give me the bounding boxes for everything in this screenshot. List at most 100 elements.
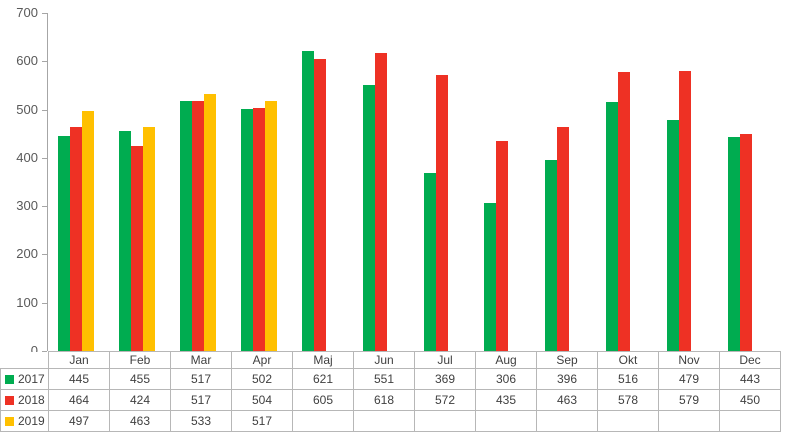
legend-year-label: 2019 (18, 414, 45, 428)
y-axis-label: 700 (16, 5, 38, 20)
month-header-jan: Jan (48, 351, 110, 369)
value-cell-2017-dec: 443 (719, 368, 781, 390)
value-cell-2017-apr: 502 (231, 368, 293, 390)
value-cell-2017-okt: 516 (597, 368, 659, 390)
y-axis-tick (42, 303, 47, 304)
bar-2018-apr (253, 108, 265, 351)
bar-2017-jun (363, 85, 375, 351)
y-axis-label: 200 (16, 246, 38, 261)
bar-2017-feb (119, 131, 131, 351)
month-header-maj: Maj (292, 351, 354, 369)
table-corner-cell (0, 351, 49, 369)
bar-2018-jan (70, 127, 82, 351)
value-cell-2019-okt (597, 410, 659, 432)
bar-2018-sep (557, 127, 569, 351)
table-row-2017: 2017 445 455 517 502 621 551 369 306 396 516 479 443 (0, 368, 781, 390)
month-header-mar: Mar (170, 351, 232, 369)
value-cell-2017-feb: 455 (109, 368, 171, 390)
value-cell-2017-maj: 621 (292, 368, 354, 390)
bar-2018-dec (740, 134, 752, 351)
bar-2017-dec (728, 137, 740, 351)
bar-2018-nov (679, 71, 691, 351)
bar-2017-jul (424, 173, 436, 351)
bar-2018-jun (375, 53, 387, 351)
month-header-apr: Apr (231, 351, 293, 369)
bar-2019-apr (265, 101, 277, 351)
bar-2019-jan (82, 111, 94, 351)
value-cell-2018-jun: 618 (353, 389, 415, 411)
month-header-jun: Jun (353, 351, 415, 369)
value-cell-2017-aug: 306 (475, 368, 537, 390)
y-axis-label: 100 (16, 295, 38, 310)
table-row-2018: 2018 464 424 517 504 605 618 572 435 463 578 579 450 (0, 389, 781, 411)
value-cell-2019-dec (719, 410, 781, 432)
value-cell-2017-sep: 396 (536, 368, 598, 390)
table-header-row: Jan Feb Mar Apr Maj Jun Jul Aug Sep Okt Nov Dec (0, 351, 781, 369)
bar-2019-mar (204, 94, 216, 351)
month-header-sep: Sep (536, 351, 598, 369)
value-cell-2018-maj: 605 (292, 389, 354, 411)
value-cell-2017-mar: 517 (170, 368, 232, 390)
bar-2018-jul (436, 75, 448, 351)
y-axis-label: 500 (16, 102, 38, 117)
y-axis-line (47, 13, 48, 351)
value-cell-2019-jan: 497 (48, 410, 110, 432)
y-axis-tick (42, 158, 47, 159)
value-cell-2019-sep (536, 410, 598, 432)
value-cell-2019-aug (475, 410, 537, 432)
y-axis-tick (42, 110, 47, 111)
bar-2017-apr (241, 109, 253, 351)
bar-2019-feb (143, 127, 155, 351)
y-axis-tick (42, 13, 47, 14)
y-axis-tick (42, 254, 47, 255)
month-header-feb: Feb (109, 351, 171, 369)
table-row-2019: 2019 497 463 533 517 (0, 410, 781, 432)
value-cell-2019-jun (353, 410, 415, 432)
value-cell-2019-apr: 517 (231, 410, 293, 432)
legend-swatch-2019-icon (5, 417, 14, 426)
value-cell-2018-dec: 450 (719, 389, 781, 411)
value-cell-2017-jul: 369 (414, 368, 476, 390)
legend-swatch-2018-icon (5, 396, 14, 405)
month-header-jul: Jul (414, 351, 476, 369)
legend-swatch-2017-icon (5, 375, 14, 384)
value-cell-2019-feb: 463 (109, 410, 171, 432)
bar-2018-okt (618, 72, 630, 351)
legend-year-label: 2017 (18, 372, 45, 386)
legend-cell-2018: 2018 (0, 389, 49, 411)
legend-cell-2019: 2019 (0, 410, 49, 432)
value-cell-2018-okt: 578 (597, 389, 659, 411)
bar-2018-mar (192, 101, 204, 351)
month-header-nov: Nov (658, 351, 720, 369)
y-axis-tick (42, 206, 47, 207)
y-axis-tick (42, 61, 47, 62)
bar-2017-maj (302, 51, 314, 351)
y-axis-label: 0 (30, 343, 38, 358)
value-cell-2017-nov: 479 (658, 368, 720, 390)
value-cell-2018-jul: 572 (414, 389, 476, 411)
bar-2017-nov (667, 120, 679, 351)
value-cell-2019-mar: 533 (170, 410, 232, 432)
bar-2017-sep (545, 160, 557, 351)
value-cell-2019-nov (658, 410, 720, 432)
value-cell-2018-feb: 424 (109, 389, 171, 411)
value-cell-2019-jul (414, 410, 476, 432)
value-cell-2018-jan: 464 (48, 389, 110, 411)
value-cell-2018-nov: 579 (658, 389, 720, 411)
bar-2017-aug (484, 203, 496, 351)
month-header-aug: Aug (475, 351, 537, 369)
y-axis-label: 600 (16, 53, 38, 68)
value-cell-2018-apr: 504 (231, 389, 293, 411)
y-axis-label: 400 (16, 150, 38, 165)
bar-2018-aug (496, 141, 508, 351)
month-header-dec: Dec (719, 351, 781, 369)
value-cell-2018-mar: 517 (170, 389, 232, 411)
bar-2018-feb (131, 146, 143, 351)
month-header-okt: Okt (597, 351, 659, 369)
bar-2017-jan (58, 136, 70, 351)
bar-2018-maj (314, 59, 326, 351)
bar-2017-mar (180, 101, 192, 351)
chart-data-table: Jan Feb Mar Apr Maj Jun Jul Aug Sep Okt Nov Dec 2017… (0, 351, 781, 432)
legend-cell-2017: 2017 (0, 368, 49, 390)
